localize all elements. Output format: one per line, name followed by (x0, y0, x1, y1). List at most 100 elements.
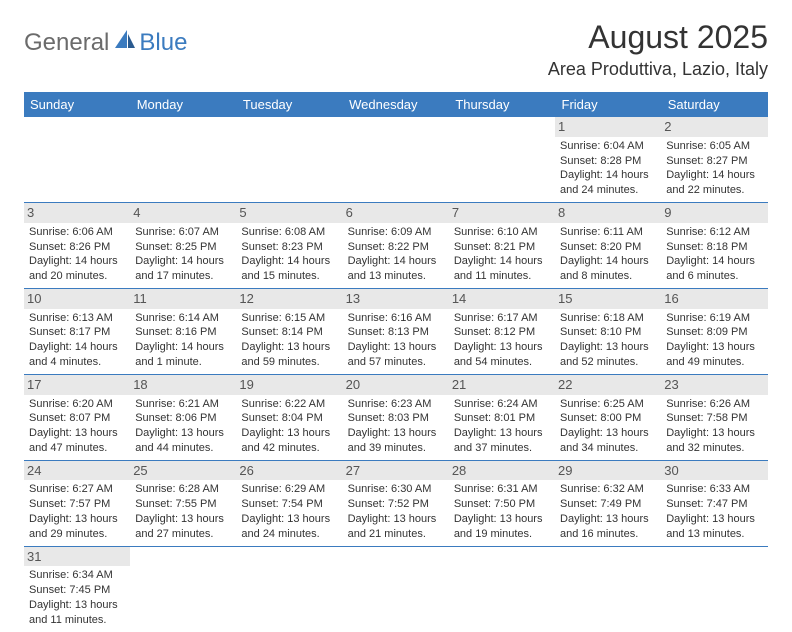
day-number: 31 (24, 547, 130, 567)
day-number: 10 (24, 289, 130, 309)
weekday-header: Thursday (449, 92, 555, 117)
daylight-text: Daylight: 14 hours and 22 minutes. (666, 168, 762, 198)
day-number: 24 (24, 461, 130, 481)
calendar-day-cell: 26Sunrise: 6:29 AMSunset: 7:54 PMDayligh… (236, 460, 342, 546)
daylight-text: Daylight: 14 hours and 11 minutes. (454, 254, 550, 284)
sunrise-text: Sunrise: 6:30 AM (348, 482, 444, 497)
calendar-day-cell: 29Sunrise: 6:32 AMSunset: 7:49 PMDayligh… (555, 460, 661, 546)
day-number: 26 (236, 461, 342, 481)
sunrise-text: Sunrise: 6:10 AM (454, 225, 550, 240)
day-number: 3 (24, 203, 130, 223)
sunset-text: Sunset: 7:57 PM (29, 497, 125, 512)
sunset-text: Sunset: 8:21 PM (454, 240, 550, 255)
sunrise-text: Sunrise: 6:18 AM (560, 311, 656, 326)
day-info: Sunrise: 6:26 AMSunset: 7:58 PMDaylight:… (666, 397, 762, 456)
daylight-text: Daylight: 14 hours and 24 minutes. (560, 168, 656, 198)
sunset-text: Sunset: 8:17 PM (29, 325, 125, 340)
calendar-day-cell: 24Sunrise: 6:27 AMSunset: 7:57 PMDayligh… (24, 460, 130, 546)
calendar-week-row: 31Sunrise: 6:34 AMSunset: 7:45 PMDayligh… (24, 546, 768, 631)
day-info: Sunrise: 6:29 AMSunset: 7:54 PMDaylight:… (241, 482, 337, 541)
sunset-text: Sunset: 7:58 PM (666, 411, 762, 426)
sunset-text: Sunset: 8:07 PM (29, 411, 125, 426)
daylight-text: Daylight: 13 hours and 47 minutes. (29, 426, 125, 456)
calendar-day-cell: 21Sunrise: 6:24 AMSunset: 8:01 PMDayligh… (449, 374, 555, 460)
day-info: Sunrise: 6:20 AMSunset: 8:07 PMDaylight:… (29, 397, 125, 456)
daylight-text: Daylight: 13 hours and 34 minutes. (560, 426, 656, 456)
weekday-header: Wednesday (343, 92, 449, 117)
daylight-text: Daylight: 13 hours and 42 minutes. (241, 426, 337, 456)
calendar-day-cell: 31Sunrise: 6:34 AMSunset: 7:45 PMDayligh… (24, 546, 130, 631)
daylight-text: Daylight: 14 hours and 8 minutes. (560, 254, 656, 284)
sunset-text: Sunset: 8:22 PM (348, 240, 444, 255)
calendar-week-row: 1Sunrise: 6:04 AMSunset: 8:28 PMDaylight… (24, 117, 768, 202)
calendar-week-row: 17Sunrise: 6:20 AMSunset: 8:07 PMDayligh… (24, 374, 768, 460)
sunrise-text: Sunrise: 6:04 AM (560, 139, 656, 154)
day-info: Sunrise: 6:04 AMSunset: 8:28 PMDaylight:… (560, 139, 656, 198)
day-number: 8 (555, 203, 661, 223)
daylight-text: Daylight: 13 hours and 39 minutes. (348, 426, 444, 456)
day-info: Sunrise: 6:09 AMSunset: 8:22 PMDaylight:… (348, 225, 444, 284)
calendar-day-cell: 13Sunrise: 6:16 AMSunset: 8:13 PMDayligh… (343, 289, 449, 375)
calendar-day-cell (661, 546, 767, 631)
day-number: 16 (661, 289, 767, 309)
day-info: Sunrise: 6:18 AMSunset: 8:10 PMDaylight:… (560, 311, 656, 370)
calendar-day-cell (555, 546, 661, 631)
day-info: Sunrise: 6:33 AMSunset: 7:47 PMDaylight:… (666, 482, 762, 541)
sunset-text: Sunset: 7:55 PM (135, 497, 231, 512)
daylight-text: Daylight: 13 hours and 44 minutes. (135, 426, 231, 456)
calendar-day-cell: 4Sunrise: 6:07 AMSunset: 8:25 PMDaylight… (130, 203, 236, 289)
sunset-text: Sunset: 8:25 PM (135, 240, 231, 255)
sunset-text: Sunset: 8:06 PM (135, 411, 231, 426)
daylight-text: Daylight: 13 hours and 21 minutes. (348, 512, 444, 542)
sunset-text: Sunset: 8:09 PM (666, 325, 762, 340)
day-info: Sunrise: 6:05 AMSunset: 8:27 PMDaylight:… (666, 139, 762, 198)
calendar-table: Sunday Monday Tuesday Wednesday Thursday… (24, 92, 768, 632)
calendar-week-row: 24Sunrise: 6:27 AMSunset: 7:57 PMDayligh… (24, 460, 768, 546)
daylight-text: Daylight: 13 hours and 24 minutes. (241, 512, 337, 542)
day-info: Sunrise: 6:13 AMSunset: 8:17 PMDaylight:… (29, 311, 125, 370)
calendar-day-cell: 10Sunrise: 6:13 AMSunset: 8:17 PMDayligh… (24, 289, 130, 375)
sunrise-text: Sunrise: 6:05 AM (666, 139, 762, 154)
daylight-text: Daylight: 13 hours and 16 minutes. (560, 512, 656, 542)
sunrise-text: Sunrise: 6:08 AM (241, 225, 337, 240)
calendar-day-cell: 14Sunrise: 6:17 AMSunset: 8:12 PMDayligh… (449, 289, 555, 375)
logo-text-blue: Blue (139, 29, 187, 57)
location-subtitle: Area Produttiva, Lazio, Italy (548, 59, 768, 80)
day-info: Sunrise: 6:16 AMSunset: 8:13 PMDaylight:… (348, 311, 444, 370)
day-number: 21 (449, 375, 555, 395)
day-number: 25 (130, 461, 236, 481)
daylight-text: Daylight: 13 hours and 27 minutes. (135, 512, 231, 542)
sunrise-text: Sunrise: 6:28 AM (135, 482, 231, 497)
day-info: Sunrise: 6:24 AMSunset: 8:01 PMDaylight:… (454, 397, 550, 456)
day-number: 27 (343, 461, 449, 481)
sunrise-text: Sunrise: 6:09 AM (348, 225, 444, 240)
calendar-day-cell (24, 117, 130, 202)
calendar-day-cell: 5Sunrise: 6:08 AMSunset: 8:23 PMDaylight… (236, 203, 342, 289)
daylight-text: Daylight: 13 hours and 57 minutes. (348, 340, 444, 370)
calendar-day-cell (449, 117, 555, 202)
day-number: 15 (555, 289, 661, 309)
sunset-text: Sunset: 8:01 PM (454, 411, 550, 426)
calendar-day-cell: 15Sunrise: 6:18 AMSunset: 8:10 PMDayligh… (555, 289, 661, 375)
day-info: Sunrise: 6:30 AMSunset: 7:52 PMDaylight:… (348, 482, 444, 541)
day-number: 14 (449, 289, 555, 309)
day-number: 23 (661, 375, 767, 395)
sunset-text: Sunset: 7:45 PM (29, 583, 125, 598)
day-number: 9 (661, 203, 767, 223)
day-number: 29 (555, 461, 661, 481)
daylight-text: Daylight: 13 hours and 29 minutes. (29, 512, 125, 542)
calendar-day-cell: 27Sunrise: 6:30 AMSunset: 7:52 PMDayligh… (343, 460, 449, 546)
calendar-body: 1Sunrise: 6:04 AMSunset: 8:28 PMDaylight… (24, 117, 768, 632)
calendar-day-cell (449, 546, 555, 631)
calendar-day-cell: 30Sunrise: 6:33 AMSunset: 7:47 PMDayligh… (661, 460, 767, 546)
sunrise-text: Sunrise: 6:22 AM (241, 397, 337, 412)
day-info: Sunrise: 6:28 AMSunset: 7:55 PMDaylight:… (135, 482, 231, 541)
day-info: Sunrise: 6:15 AMSunset: 8:14 PMDaylight:… (241, 311, 337, 370)
sunrise-text: Sunrise: 6:17 AM (454, 311, 550, 326)
day-number: 19 (236, 375, 342, 395)
calendar-day-cell (236, 117, 342, 202)
day-info: Sunrise: 6:06 AMSunset: 8:26 PMDaylight:… (29, 225, 125, 284)
sunrise-text: Sunrise: 6:27 AM (29, 482, 125, 497)
daylight-text: Daylight: 13 hours and 52 minutes. (560, 340, 656, 370)
sunrise-text: Sunrise: 6:33 AM (666, 482, 762, 497)
